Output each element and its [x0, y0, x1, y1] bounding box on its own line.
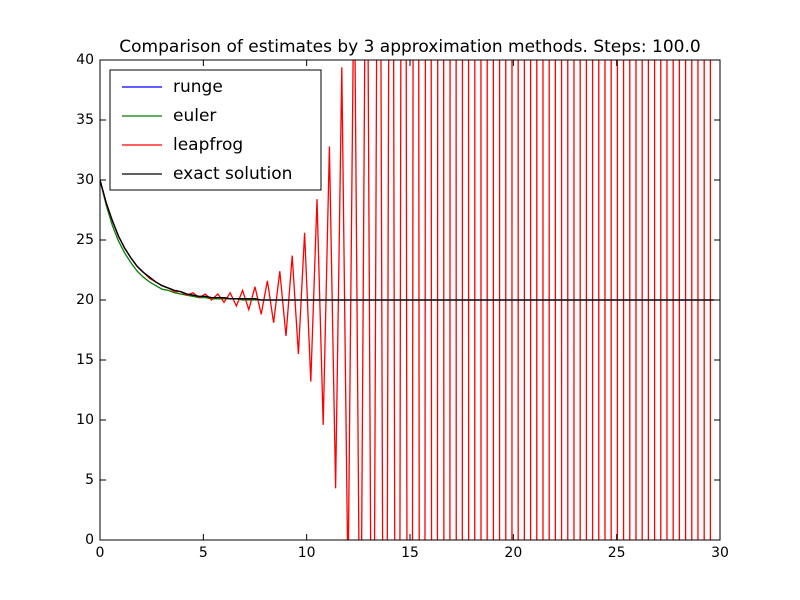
legend-label: runge: [173, 77, 223, 97]
chart-title: Comparison of estimates by 3 approximati…: [119, 37, 700, 57]
y-tick-label: 10: [76, 412, 94, 428]
x-tick-label: 20: [504, 545, 522, 561]
y-tick-label: 25: [76, 232, 94, 248]
x-tick-label: 15: [401, 545, 419, 561]
series-line: [100, 179, 714, 301]
x-tick-label: 30: [711, 545, 729, 561]
y-tick-label: 5: [85, 472, 94, 488]
y-tick-label: 30: [76, 172, 94, 188]
y-tick-label: 40: [76, 52, 94, 68]
legend: runge euler leapfrog exact solution: [109, 69, 322, 191]
legend-label: exact solution: [173, 164, 292, 184]
x-tick-label: 10: [298, 545, 316, 561]
y-tick-label: 20: [76, 292, 94, 308]
legend-label: leapfrog: [173, 135, 243, 155]
plot-lines: [100, 0, 714, 600]
y-tick-label: 35: [76, 112, 94, 128]
x-tick-label: 5: [199, 545, 208, 561]
x-tick-label: 25: [608, 545, 626, 561]
x-tick-label: 0: [96, 545, 105, 561]
y-tick-label: 0: [85, 532, 94, 548]
y-tick-label: 15: [76, 352, 94, 368]
legend-label: euler: [173, 106, 216, 126]
legend-box: [109, 69, 322, 191]
